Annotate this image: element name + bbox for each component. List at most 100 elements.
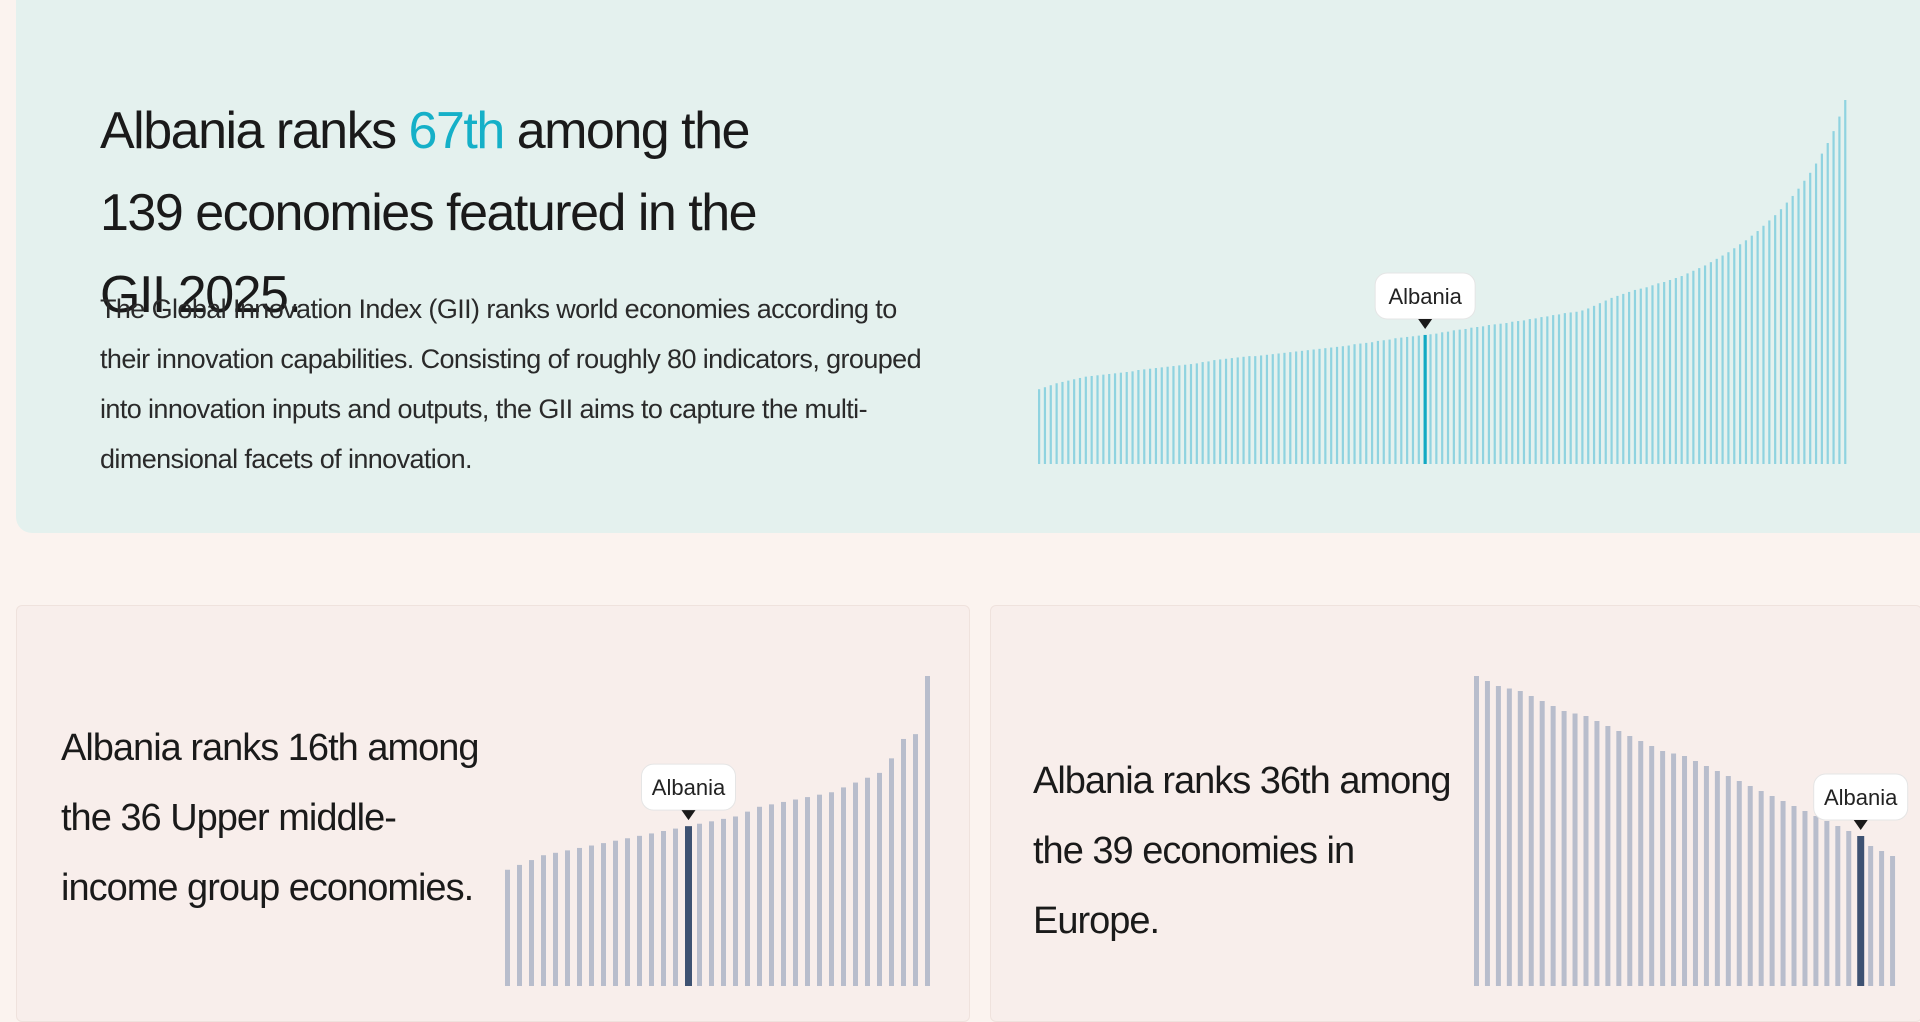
- chart-bar: [1370, 342, 1374, 464]
- chart-bar: [1119, 372, 1122, 464]
- chart-bar: [1446, 331, 1450, 464]
- tooltip-pointer-icon: [1853, 820, 1868, 830]
- chart-bar: [1067, 380, 1070, 464]
- highlight-bar: [1423, 334, 1427, 464]
- chart-bar: [589, 845, 594, 986]
- chart-bar: [1487, 325, 1491, 464]
- chart-bar: [1481, 326, 1485, 464]
- chart-bar: [1791, 806, 1797, 986]
- chart-bar: [1166, 366, 1169, 464]
- chart-bar: [925, 676, 930, 986]
- chart-bar: [1213, 360, 1216, 464]
- chart-bar: [793, 799, 798, 986]
- chart-bar: [1557, 314, 1561, 464]
- chart-bar: [1698, 268, 1701, 464]
- tooltip-label: Albania: [652, 775, 726, 800]
- chart-bar: [553, 852, 558, 986]
- chart-bar: [1663, 282, 1666, 464]
- chart-bar: [1429, 334, 1432, 464]
- chart-bar: [1714, 771, 1720, 986]
- highlight-tooltip: Albania: [1813, 773, 1909, 830]
- chart-bar: [1312, 349, 1315, 464]
- chart-bar: [577, 847, 582, 986]
- chart-bar: [1353, 344, 1356, 464]
- chart-bar: [1572, 713, 1578, 986]
- chart-bar: [1756, 231, 1759, 464]
- tooltip-label: Albania: [1388, 284, 1462, 309]
- chart-bar: [1073, 379, 1076, 464]
- chart-bar: [1458, 329, 1461, 464]
- chart-bar: [1195, 363, 1198, 464]
- chart-bar: [1484, 681, 1490, 986]
- chart-bar: [1627, 736, 1633, 986]
- chart-bar: [1084, 376, 1087, 464]
- chart-bar: [1616, 731, 1622, 986]
- chart-bar: [1645, 287, 1648, 464]
- chart-bar: [1725, 776, 1731, 986]
- region-card: Albania ranks 36th among the 39 economie…: [990, 605, 1920, 1022]
- highlight-tooltip: Albania: [1374, 272, 1476, 329]
- chart-bar: [769, 804, 774, 986]
- chart-bar: [1692, 761, 1698, 986]
- chart-bar: [1733, 248, 1736, 464]
- chart-bar: [865, 777, 870, 986]
- hero-title-prefix: Albania ranks: [100, 102, 409, 160]
- chart-bar: [1265, 354, 1269, 464]
- chart-bar: [1493, 324, 1496, 464]
- income-group-rank-chart: Albania: [505, 676, 930, 987]
- chart-bar: [1495, 686, 1501, 986]
- chart-bar: [1289, 352, 1292, 464]
- chart-bar: [1055, 383, 1058, 464]
- chart-bar: [1306, 350, 1309, 464]
- chart-bar: [1411, 336, 1415, 464]
- chart-bar: [1476, 327, 1479, 464]
- chart-bar: [1747, 786, 1753, 986]
- chart-bar: [1528, 696, 1534, 986]
- chart-bar: [1803, 180, 1806, 464]
- chart-bar: [1347, 345, 1350, 464]
- chart-bar: [1184, 364, 1187, 464]
- chart-bar: [1517, 321, 1520, 464]
- chart-bar: [1744, 240, 1748, 464]
- chart-bar: [1452, 330, 1455, 464]
- chart-bar: [1890, 856, 1896, 986]
- chart-bar: [1561, 711, 1567, 986]
- chart-bar: [1660, 751, 1666, 986]
- chart-bar: [1835, 826, 1841, 986]
- hero-title-suffix: among the 139 economies featured in the …: [100, 102, 758, 324]
- chart-bar: [889, 758, 894, 986]
- chart-bar: [1242, 356, 1245, 464]
- chart-bar: [1703, 265, 1707, 464]
- chart-bar: [1137, 370, 1140, 464]
- tooltip-label: Albania: [1824, 785, 1898, 810]
- chart-bar: [1814, 163, 1818, 464]
- chart-bar: [1824, 821, 1830, 986]
- chart-bar: [1090, 375, 1093, 464]
- chart-bar: [1605, 726, 1611, 986]
- chart-bar: [601, 843, 606, 986]
- chart-bar: [661, 831, 666, 986]
- chart-bar: [1154, 368, 1158, 464]
- chart-bar: [1131, 371, 1134, 464]
- chart-bar: [1594, 721, 1600, 986]
- chart-bar: [1838, 116, 1841, 465]
- chart-bar: [529, 860, 534, 986]
- chart-bar: [1587, 308, 1590, 464]
- chart-bar: [733, 816, 738, 986]
- chart-bar: [1633, 289, 1637, 464]
- chart-bar: [637, 835, 642, 986]
- chart-bar: [1078, 377, 1082, 464]
- chart-bar: [1826, 143, 1829, 464]
- chart-bar: [1277, 353, 1280, 464]
- chart-bar: [1616, 295, 1619, 464]
- hero-title: Albania ranks 67th among the 139 economi…: [100, 90, 820, 336]
- chart-bar: [1043, 387, 1047, 464]
- hero-description: The Global Innovation Index (GII) ranks …: [100, 294, 922, 474]
- chart-bar: [757, 806, 762, 986]
- chart-bar: [1113, 373, 1117, 464]
- chart-bar: [1539, 701, 1545, 986]
- tooltip-pointer-icon: [681, 810, 696, 821]
- chart-bar: [1779, 209, 1783, 464]
- chart-bar: [1774, 215, 1777, 464]
- chart-bar: [565, 850, 570, 987]
